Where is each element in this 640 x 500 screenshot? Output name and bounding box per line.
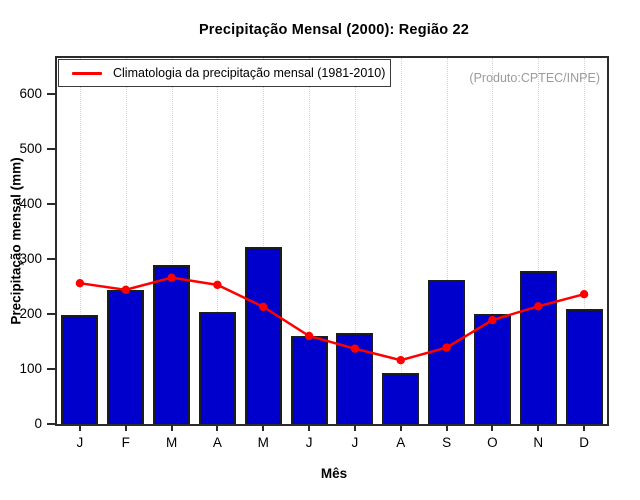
gridline — [79, 58, 81, 424]
climatology-point-8 — [396, 356, 405, 365]
climatology-point-11 — [534, 302, 543, 311]
legend-label: Climatologia da precipitação mensal (198… — [113, 66, 386, 80]
x-tick-label-4: A — [212, 435, 222, 450]
climatology-line — [79, 276, 585, 362]
y-tick — [47, 313, 55, 315]
x-tick-label-3: M — [165, 435, 178, 450]
x-tick — [537, 424, 540, 431]
y-tick-label: 200 — [19, 306, 42, 321]
x-tick — [308, 424, 311, 431]
y-tick-label: 400 — [19, 196, 42, 211]
x-tick-label-7: J — [351, 435, 359, 450]
climatology-line-svg — [75, 273, 589, 365]
y-tick — [47, 258, 55, 260]
y-tick — [47, 93, 55, 95]
y-tick — [47, 148, 55, 150]
y-tick — [47, 203, 55, 205]
gridline — [171, 58, 173, 424]
y-tick-label: 0 — [34, 416, 42, 431]
x-tick — [399, 424, 402, 431]
climatology-point-5 — [259, 302, 268, 312]
legend-line-swatch — [72, 71, 102, 75]
x-tick — [491, 424, 494, 431]
y-tick-label: 600 — [19, 86, 42, 101]
x-tick-label-2: F — [121, 435, 130, 450]
gridline — [492, 58, 494, 424]
bar-A-4 — [198, 311, 236, 424]
gridline — [309, 58, 311, 424]
y-tick-label: 500 — [19, 141, 42, 156]
bar-N-11 — [519, 270, 557, 424]
gridline — [217, 58, 219, 424]
x-tick-label-12: D — [579, 435, 589, 450]
bar-J-1 — [61, 315, 99, 424]
climatology-point-7 — [350, 344, 360, 353]
x-tick — [170, 424, 173, 431]
climatology-point-2 — [121, 285, 130, 294]
climatology-point-12 — [579, 290, 589, 299]
y-tick — [47, 423, 55, 425]
gridline — [263, 58, 265, 424]
climatology-point-9 — [442, 343, 451, 352]
climatology-point-1 — [75, 279, 85, 288]
climatology-point-3 — [167, 273, 176, 282]
gridline — [400, 58, 402, 424]
x-tick — [445, 424, 448, 431]
product-watermark: (Produto:CPTEC/INPE) — [469, 71, 600, 85]
x-tick — [78, 424, 81, 431]
x-tick-label-6: J — [305, 435, 313, 450]
x-tick-label-10: O — [487, 435, 498, 450]
y-tick-label: 300 — [19, 251, 42, 266]
bar-D-12 — [565, 308, 603, 424]
gridline — [354, 58, 356, 424]
x-tick-label-1: J — [76, 435, 84, 450]
y-tick-label: 100 — [19, 361, 42, 376]
bar-M-3 — [153, 265, 191, 424]
y-axis: 0 100 200 300 400 500 600 — [0, 56, 55, 431]
gridline — [584, 58, 586, 424]
gridline — [446, 58, 448, 424]
climatology-point-6 — [304, 331, 314, 341]
plot-area: Climatologia da precipitação mensal (198… — [55, 56, 609, 426]
y-tick — [47, 368, 55, 370]
x-tick — [353, 424, 356, 431]
x-axis-title: Mês — [320, 466, 348, 481]
x-tick — [583, 424, 586, 431]
x-tick-label-11: N — [533, 435, 544, 450]
legend: Climatologia da precipitação mensal (198… — [58, 59, 391, 87]
gridline — [125, 58, 127, 424]
x-tick — [216, 424, 219, 431]
x-tick-label-8: A — [396, 435, 406, 450]
chart-title: Precipitação Mensal (2000): Região 22 — [198, 22, 470, 38]
gridline — [538, 58, 540, 424]
bar-O-10 — [473, 314, 511, 424]
bar-A-8 — [382, 373, 420, 424]
x-tick — [124, 424, 127, 431]
bar-J-6 — [290, 336, 328, 424]
x-tick — [262, 424, 265, 431]
climatology-point-10 — [488, 315, 497, 325]
bar-M-5 — [244, 246, 282, 424]
x-tick-label-9: S — [442, 435, 452, 450]
x-tick-label-5: M — [257, 435, 269, 450]
climatology-point-4 — [213, 280, 222, 290]
